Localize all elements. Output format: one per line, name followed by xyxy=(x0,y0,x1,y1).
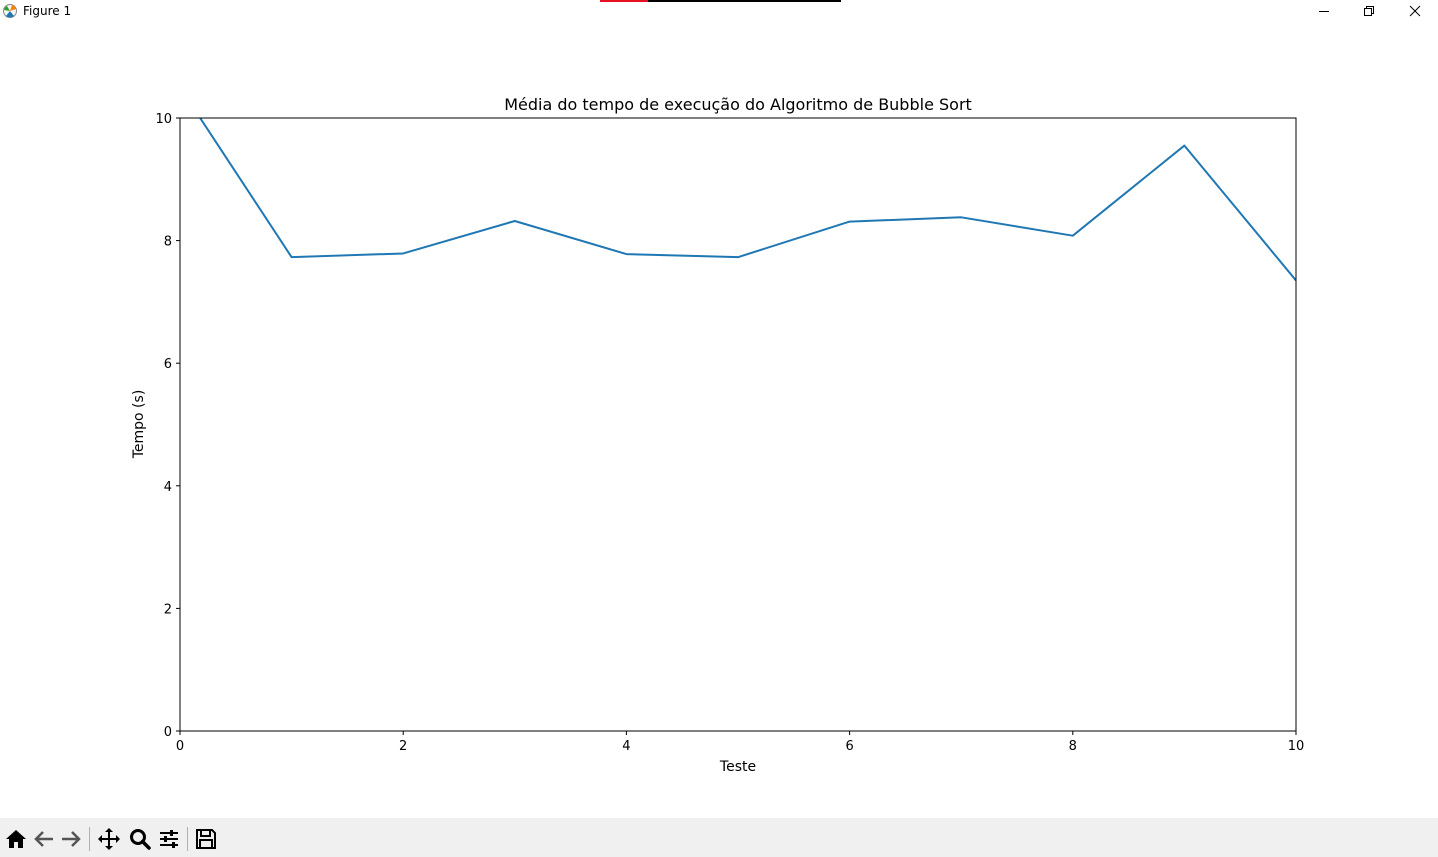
x-axis: 0 2 4 6 8 10 xyxy=(176,731,1304,754)
y-tick-label: 6 xyxy=(164,357,172,372)
maximize-button[interactable] xyxy=(1346,0,1392,22)
arrow-left-icon xyxy=(34,831,53,847)
x-axis-label: Teste xyxy=(719,759,756,775)
window-titlebar: Figure 1 xyxy=(0,0,1438,24)
restore-icon xyxy=(1364,6,1374,16)
forward-button[interactable] xyxy=(58,826,84,852)
arrow-right-icon xyxy=(62,831,81,847)
y-tick-label: 0 xyxy=(164,725,172,740)
y-axis-label: Tempo (s) xyxy=(131,390,147,460)
y-tick-label: 10 xyxy=(155,112,172,127)
close-button[interactable] xyxy=(1392,0,1438,22)
pan-button[interactable] xyxy=(96,826,122,852)
x-tick-label: 2 xyxy=(399,739,407,754)
x-tick-label: 6 xyxy=(845,739,853,754)
home-icon xyxy=(6,830,26,848)
minimize-button[interactable] xyxy=(1301,0,1347,22)
x-tick-label: 8 xyxy=(1069,739,1077,754)
toolbar-separator xyxy=(187,827,188,851)
x-tick-label: 0 xyxy=(176,739,184,754)
y-tick-label: 4 xyxy=(164,480,172,495)
close-icon xyxy=(1409,5,1421,17)
y-axis: 0 2 4 6 8 10 xyxy=(155,112,180,740)
chart-title: Média do tempo de execução do Algoritmo … xyxy=(504,95,972,114)
window-title: Figure 1 xyxy=(23,4,72,18)
configure-subplots-button[interactable] xyxy=(156,826,182,852)
navigation-toolbar xyxy=(0,818,1438,857)
save-button[interactable] xyxy=(193,826,219,852)
move-icon xyxy=(98,828,120,850)
sliders-icon xyxy=(160,830,178,848)
y-tick-label: 2 xyxy=(164,602,172,617)
toolbar-separator xyxy=(89,827,90,851)
plot-area xyxy=(198,118,1296,282)
x-tick-label: 10 xyxy=(1288,739,1305,754)
series-line xyxy=(198,118,1296,282)
minimize-icon xyxy=(1319,11,1329,12)
zoom-button[interactable] xyxy=(127,826,153,852)
home-button[interactable] xyxy=(3,826,29,852)
x-tick-label: 4 xyxy=(622,739,630,754)
axes-frame xyxy=(179,117,1297,732)
line-chart: 0 2 4 6 8 10 0 2 4 6 8 10 Média do tempo de execuç… xyxy=(131,95,1304,775)
figure-canvas[interactable]: 0 2 4 6 8 10 0 2 4 6 8 10 Média do tempo de execuç… xyxy=(0,24,1438,818)
y-tick-label: 8 xyxy=(164,235,172,250)
back-button[interactable] xyxy=(31,826,57,852)
magnifier-icon xyxy=(130,829,151,850)
matplotlib-app-icon xyxy=(3,4,17,18)
floppy-disk-icon xyxy=(196,829,216,849)
taskbar-accent-strip xyxy=(600,0,841,2)
